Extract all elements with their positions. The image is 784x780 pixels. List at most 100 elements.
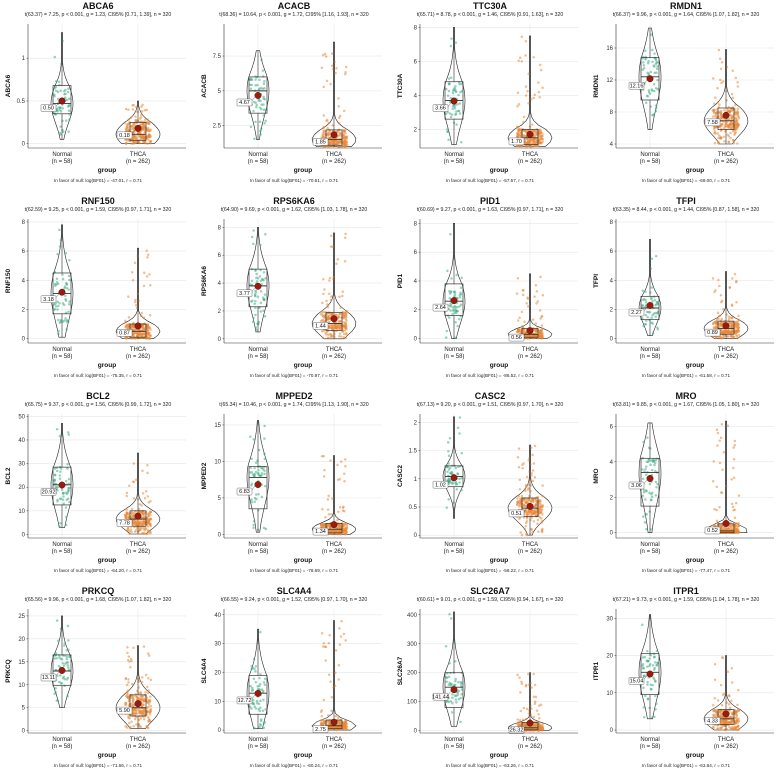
y-tick-label: 10 — [18, 509, 25, 515]
data-point — [142, 328, 146, 332]
data-point — [59, 657, 62, 661]
x-axis-label: group — [686, 557, 704, 564]
data-point — [258, 106, 262, 110]
data-point — [59, 627, 63, 631]
data-point — [537, 144, 540, 148]
data-point — [524, 489, 527, 492]
x-tick-label: Normal — [640, 152, 659, 158]
data-point — [327, 523, 331, 527]
data-point — [715, 485, 719, 489]
data-point — [325, 330, 329, 333]
data-point — [651, 48, 654, 52]
y-axis-label: TFPI — [593, 274, 600, 288]
data-point — [130, 696, 133, 700]
y-tick-label: 25 — [18, 614, 25, 620]
data-point — [148, 712, 152, 716]
y-tick-label: 15 — [18, 660, 25, 666]
data-point — [721, 468, 724, 471]
data-point — [263, 452, 266, 455]
data-point — [711, 115, 715, 118]
data-point — [529, 490, 532, 493]
data-point — [324, 659, 327, 662]
data-point — [326, 126, 329, 130]
data-point — [451, 91, 455, 95]
data-point — [144, 490, 148, 493]
data-point — [338, 312, 342, 316]
data-point — [132, 646, 135, 649]
data-point — [58, 245, 62, 248]
data-point — [655, 300, 659, 304]
data-point — [522, 115, 526, 119]
data-point — [525, 533, 529, 537]
data-point — [333, 335, 336, 339]
y-tick-label: 40 — [18, 438, 25, 444]
data-point — [722, 334, 725, 337]
data-point — [146, 464, 149, 467]
data-point — [731, 316, 734, 320]
data-point — [344, 532, 347, 535]
data-point — [132, 712, 135, 716]
data-point — [519, 331, 523, 334]
data-point — [720, 81, 723, 85]
x-tick-label: Normal — [52, 152, 71, 158]
data-point — [67, 130, 70, 133]
data-point — [327, 121, 330, 125]
data-point — [125, 683, 129, 687]
data-point — [644, 301, 648, 304]
data-point — [713, 128, 716, 131]
data-point — [67, 666, 70, 669]
data-point — [65, 286, 69, 290]
x-tick-label: THCA — [522, 347, 538, 353]
data-point — [539, 68, 543, 72]
y-tick-label: 4 — [22, 278, 26, 284]
box-iqr — [52, 466, 72, 506]
y-tick-label: 2 — [218, 309, 222, 315]
data-point — [455, 110, 458, 113]
data-point — [448, 480, 451, 484]
data-point — [452, 88, 455, 91]
data-point — [530, 498, 534, 502]
data-point — [736, 329, 739, 332]
data-point — [446, 94, 450, 98]
data-point — [451, 104, 455, 108]
data-point — [730, 502, 734, 506]
mean-point — [134, 124, 142, 132]
data-point — [538, 63, 542, 67]
data-point — [140, 711, 143, 714]
data-point — [59, 522, 62, 525]
data-point — [258, 120, 262, 123]
data-point — [446, 441, 450, 444]
data-point — [263, 314, 267, 318]
data-point — [344, 70, 347, 74]
data-point — [641, 494, 645, 498]
data-point — [53, 93, 56, 96]
data-point — [259, 243, 262, 247]
violin-shape — [507, 444, 553, 536]
mean-label-box — [508, 509, 525, 518]
x-tick-label: Normal — [444, 152, 463, 158]
data-point — [447, 498, 450, 501]
data-point — [535, 510, 538, 514]
data-point — [134, 529, 138, 532]
data-point — [730, 118, 734, 121]
y-tick-label: 0 — [218, 532, 222, 538]
data-point — [321, 336, 325, 340]
data-point — [651, 60, 654, 63]
data-point — [337, 121, 341, 125]
data-point — [139, 113, 143, 117]
y-tick-label: 2 — [22, 307, 26, 313]
data-point — [734, 76, 738, 80]
mean-point — [450, 97, 458, 105]
data-point — [516, 455, 520, 459]
data-point — [736, 85, 740, 88]
data-point — [516, 319, 520, 322]
data-point — [146, 118, 149, 121]
data-point — [458, 416, 462, 419]
mean-label-box — [236, 696, 253, 705]
data-point — [531, 531, 534, 534]
data-point — [734, 116, 737, 120]
data-point — [320, 709, 324, 712]
box-iqr — [129, 121, 147, 141]
data-point — [259, 699, 262, 703]
data-point — [533, 295, 536, 298]
